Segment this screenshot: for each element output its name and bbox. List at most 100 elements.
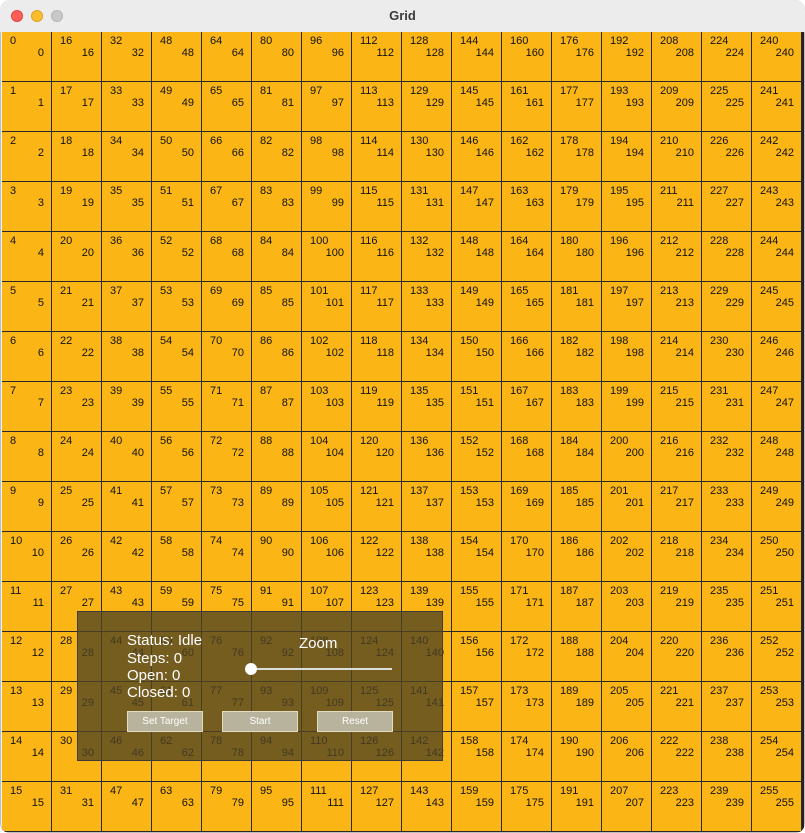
grid-cell[interactable]: 244 244 — [752, 232, 802, 282]
grid-cell[interactable]: 90 90 — [252, 532, 302, 582]
grid-cell[interactable]: 225 225 — [702, 82, 752, 132]
grid-cell[interactable]: 71 71 — [202, 382, 252, 432]
grid-cell[interactable]: 103 103 — [302, 382, 352, 432]
grid-cell[interactable]: 180 180 — [552, 232, 602, 282]
grid-cell[interactable]: 129 129 — [402, 82, 452, 132]
grid-cell[interactable]: 48 48 — [152, 32, 202, 82]
grid-cell[interactable]: 38 38 — [102, 332, 152, 382]
grid-cell[interactable]: 130 130 — [402, 132, 452, 182]
grid-cell[interactable]: 205 205 — [602, 682, 652, 732]
grid-cell[interactable]: 160 160 — [502, 32, 552, 82]
grid-cell[interactable]: 196 196 — [602, 232, 652, 282]
grid-cell[interactable]: 211 211 — [652, 182, 702, 232]
grid-cell[interactable]: 56 56 — [152, 432, 202, 482]
grid-cell[interactable]: 217 217 — [652, 482, 702, 532]
grid-cell[interactable]: 137 137 — [402, 482, 452, 532]
grid-cell[interactable]: 32 32 — [102, 32, 152, 82]
grid-cell[interactable]: 163 163 — [502, 182, 552, 232]
grid-cell[interactable]: 58 58 — [152, 532, 202, 582]
grid-cell[interactable]: 213 213 — [652, 282, 702, 332]
grid-cell[interactable]: 79 79 — [202, 782, 252, 832]
grid-cell[interactable]: 209 209 — [652, 82, 702, 132]
grid-cell[interactable]: 81 81 — [252, 82, 302, 132]
grid-cell[interactable]: 74 74 — [202, 532, 252, 582]
grid-cell[interactable]: 247 247 — [752, 382, 802, 432]
grid-cell[interactable]: 36 36 — [102, 232, 152, 282]
grid-cell[interactable]: 248 248 — [752, 432, 802, 482]
grid-cell[interactable]: 222 222 — [652, 732, 702, 782]
grid-cell[interactable]: 174 174 — [502, 732, 552, 782]
grid-cell[interactable]: 25 25 — [52, 482, 102, 532]
grid-cell[interactable]: 157 157 — [452, 682, 502, 732]
grid-cell[interactable]: 97 97 — [302, 82, 352, 132]
grid-cell[interactable]: 99 99 — [302, 182, 352, 232]
grid-cell[interactable]: 144 144 — [452, 32, 502, 82]
grid-cell[interactable]: 218 218 — [652, 532, 702, 582]
grid-cell[interactable]: 69 69 — [202, 282, 252, 332]
grid-cell[interactable]: 33 33 — [102, 82, 152, 132]
grid-cell[interactable]: 199 199 — [602, 382, 652, 432]
zoom-window-button[interactable] — [51, 10, 63, 22]
grid-cell[interactable]: 246 246 — [752, 332, 802, 382]
grid-cell[interactable]: 134 134 — [402, 332, 452, 382]
grid-cell[interactable]: 173 173 — [502, 682, 552, 732]
grid-cell[interactable]: 49 49 — [152, 82, 202, 132]
grid-cell[interactable]: 204 204 — [602, 632, 652, 682]
minimize-window-button[interactable] — [31, 10, 43, 22]
grid-cell[interactable]: 132 132 — [402, 232, 452, 282]
grid-cell[interactable]: 215 215 — [652, 382, 702, 432]
grid-cell[interactable]: 152 152 — [452, 432, 502, 482]
grid-cell[interactable]: 187 187 — [552, 582, 602, 632]
grid-cell[interactable]: 136 136 — [402, 432, 452, 482]
grid-cell[interactable]: 70 70 — [202, 332, 252, 382]
grid-cell[interactable]: 23 23 — [52, 382, 102, 432]
grid-cell[interactable]: 190 190 — [552, 732, 602, 782]
grid-cell[interactable]: 53 53 — [152, 282, 202, 332]
grid-cell[interactable]: 31 31 — [52, 782, 102, 832]
grid-cell[interactable]: 168 168 — [502, 432, 552, 482]
grid-cell[interactable]: 117 117 — [352, 282, 402, 332]
grid-cell[interactable]: 149 149 — [452, 282, 502, 332]
grid-cell[interactable]: 210 210 — [652, 132, 702, 182]
grid-cell[interactable]: 113 113 — [352, 82, 402, 132]
zoom-slider-track[interactable] — [250, 668, 392, 670]
grid-cell[interactable]: 47 47 — [102, 782, 152, 832]
grid-cell[interactable]: 195 195 — [602, 182, 652, 232]
grid-cell[interactable]: 118 118 — [352, 332, 402, 382]
grid-cell[interactable]: 219 219 — [652, 582, 702, 632]
grid-cell[interactable]: 203 203 — [602, 582, 652, 632]
grid-cell[interactable]: 238 238 — [702, 732, 752, 782]
grid-cell[interactable]: 227 227 — [702, 182, 752, 232]
grid-cell[interactable]: 181 181 — [552, 282, 602, 332]
grid-cell[interactable]: 206 206 — [602, 732, 652, 782]
grid-cell[interactable]: 192 192 — [602, 32, 652, 82]
grid-cell[interactable]: 17 17 — [52, 82, 102, 132]
grid-cell[interactable]: 100 100 — [302, 232, 352, 282]
grid-cell[interactable]: 57 57 — [152, 482, 202, 532]
grid-cell[interactable]: 95 95 — [252, 782, 302, 832]
grid-cell[interactable]: 233 233 — [702, 482, 752, 532]
grid-cell[interactable]: 85 85 — [252, 282, 302, 332]
grid-cell[interactable]: 175 175 — [502, 782, 552, 832]
grid-cell[interactable]: 50 50 — [152, 132, 202, 182]
grid-cell[interactable]: 105 105 — [302, 482, 352, 532]
grid-cell[interactable]: 101 101 — [302, 282, 352, 332]
grid-cell[interactable]: 255 255 — [752, 782, 802, 832]
grid-cell[interactable]: 234 234 — [702, 532, 752, 582]
grid-cell[interactable]: 88 88 — [252, 432, 302, 482]
zoom-slider-thumb[interactable] — [245, 663, 257, 675]
grid-cell[interactable]: 104 104 — [302, 432, 352, 482]
grid-cell[interactable]: 119 119 — [352, 382, 402, 432]
grid-cell[interactable]: 120 120 — [352, 432, 402, 482]
grid-cell[interactable]: 86 86 — [252, 332, 302, 382]
grid-cell[interactable]: 143 143 — [402, 782, 452, 832]
grid-cell[interactable]: 128 128 — [402, 32, 452, 82]
grid-cell[interactable]: 84 84 — [252, 232, 302, 282]
grid-cell[interactable]: 239 239 — [702, 782, 752, 832]
grid-cell[interactable]: 176 176 — [552, 32, 602, 82]
grid-cell[interactable]: 148 148 — [452, 232, 502, 282]
grid-cell[interactable]: 122 122 — [352, 532, 402, 582]
